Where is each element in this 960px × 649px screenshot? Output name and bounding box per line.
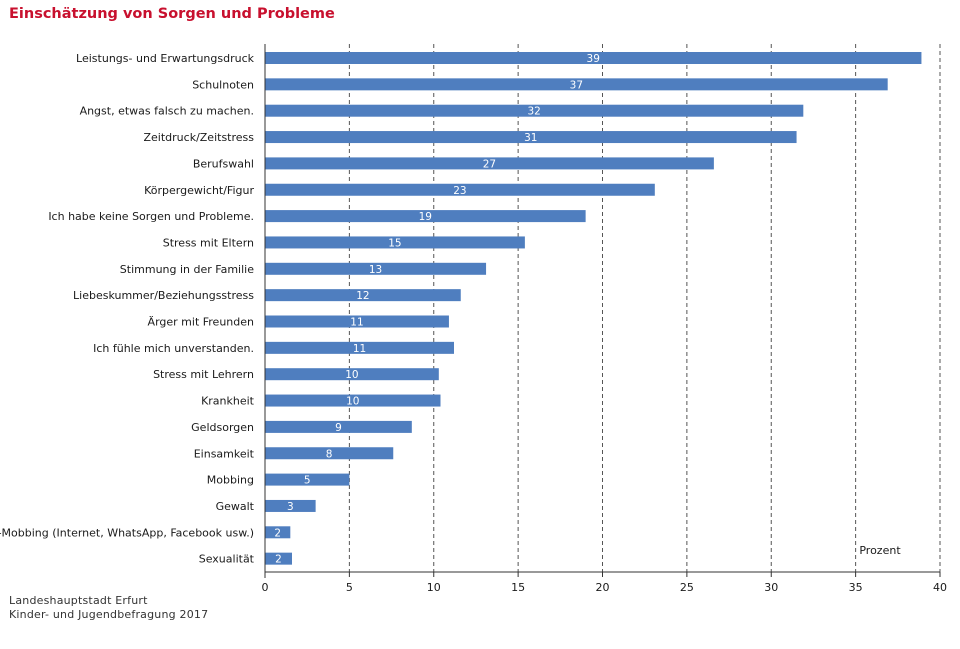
bar-4	[265, 157, 714, 170]
category-label-2: Angst, etwas falsch zu machen.	[80, 105, 254, 118]
bar-3	[265, 131, 797, 144]
x-tick-label-30: 30	[764, 581, 778, 594]
x-tick-label-25: 25	[680, 581, 694, 594]
category-label-15: Einsamkeit	[194, 447, 255, 460]
bar-15	[265, 447, 394, 460]
bar-8	[265, 262, 487, 275]
category-label-16: Mobbing	[207, 474, 254, 487]
bar-17	[265, 499, 316, 512]
x-tick-label-40: 40	[933, 581, 947, 594]
data-label-3: 31	[524, 132, 537, 144]
x-tick-label-20: 20	[596, 581, 610, 594]
data-label-10: 11	[350, 317, 363, 329]
bar-16	[265, 473, 350, 486]
bar-2	[265, 104, 804, 117]
data-label-18: 2	[274, 527, 281, 539]
bar-10	[265, 315, 449, 328]
category-label-18: Cyber-Mobbing (Internet, WhatsApp, Faceb…	[0, 526, 254, 539]
category-label-7: Stress mit Eltern	[163, 236, 254, 249]
data-label-13: 10	[346, 396, 359, 408]
data-label-8: 13	[369, 264, 382, 276]
bar-5	[265, 183, 655, 196]
category-label-9: Liebeskummer/Beziehungsstress	[73, 289, 254, 302]
category-label-4: Berufswahl	[193, 157, 254, 170]
bar-14	[265, 420, 412, 433]
data-label-15: 8	[326, 448, 333, 460]
bar-11	[265, 341, 454, 354]
category-label-8: Stimmung in der Familie	[120, 263, 254, 276]
data-label-11: 11	[353, 343, 366, 355]
category-label-14: Geldsorgen	[191, 421, 254, 434]
data-label-5: 23	[453, 185, 466, 197]
category-label-3: Zeitdruck/Zeitstress	[144, 131, 255, 144]
category-label-0: Leistungs- und Erwartungsdruck	[76, 52, 255, 65]
data-label-2: 32	[527, 106, 540, 118]
grid-lines	[348, 44, 941, 572]
unit-label: Prozent	[859, 544, 901, 557]
data-label-6: 19	[419, 211, 432, 223]
x-tick-label-15: 15	[511, 581, 525, 594]
source-line-1: Landeshauptstadt Erfurt	[9, 594, 148, 607]
bar-1	[265, 78, 888, 91]
source-line-2: Kinder- und Jugendbefragung 2017	[9, 608, 209, 621]
bar-12	[265, 368, 439, 381]
category-label-1: Schulnoten	[192, 78, 254, 91]
x-tick-label-10: 10	[427, 581, 441, 594]
category-label-6: Ich habe keine Sorgen und Probleme.	[48, 210, 254, 223]
category-label-12: Stress mit Lehrern	[153, 368, 254, 381]
bar-6	[265, 210, 586, 223]
bar-18	[265, 526, 291, 539]
data-label-17: 3	[287, 501, 294, 513]
bars	[265, 52, 922, 565]
x-tick-label-0: 0	[262, 581, 269, 594]
category-label-11: Ich fühle mich unverstanden.	[93, 342, 254, 355]
bar-0	[265, 52, 922, 64]
data-label-19: 2	[275, 554, 282, 566]
data-label-7: 15	[388, 237, 401, 249]
chart-title: Einschätzung von Sorgen und Probleme	[9, 6, 335, 22]
data-label-9: 12	[356, 290, 369, 302]
axes	[264, 44, 941, 578]
data-label-0: 39	[587, 53, 600, 65]
category-label-19: Sexualität	[199, 553, 255, 566]
data-label-14: 9	[335, 422, 342, 434]
bar-19	[265, 552, 292, 565]
bar-7	[265, 236, 525, 249]
category-label-17: Gewalt	[216, 500, 255, 513]
x-tick-label-35: 35	[849, 581, 863, 594]
bar-9	[265, 289, 461, 302]
category-label-10: Ärger mit Freunden	[148, 316, 254, 329]
bar-13	[265, 394, 441, 407]
data-label-16: 5	[304, 475, 311, 487]
data-label-1: 37	[570, 79, 583, 91]
category-label-5: Körpergewicht/Figur	[144, 184, 254, 197]
data-label-4: 27	[483, 158, 496, 170]
category-label-13: Krankheit	[201, 395, 255, 408]
data-label-12: 10	[345, 369, 358, 381]
x-tick-label-5: 5	[346, 581, 353, 594]
